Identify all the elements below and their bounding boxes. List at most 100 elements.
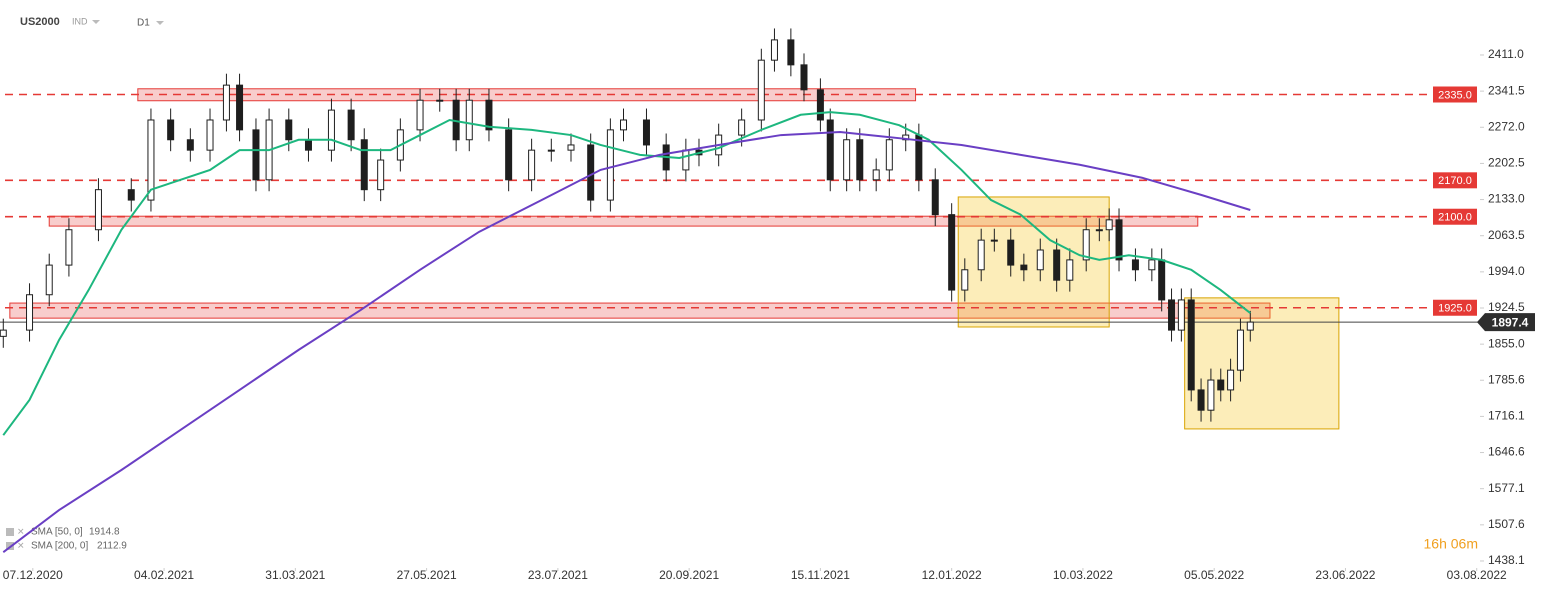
candle-body xyxy=(236,84,244,131)
candle-body xyxy=(416,99,424,131)
y-tick-label: 1994.0 xyxy=(1488,264,1525,278)
dropdown-icon[interactable] xyxy=(92,20,100,24)
level-label-bg xyxy=(1433,172,1477,189)
candle-body xyxy=(843,139,851,181)
candle-body xyxy=(222,84,230,121)
highlight-box xyxy=(957,196,1110,328)
y-tick-label: 1577.1 xyxy=(1488,481,1525,495)
candle-body xyxy=(1007,239,1015,266)
candle-body xyxy=(757,59,765,121)
candle-body xyxy=(1168,299,1176,331)
candle-body xyxy=(872,169,880,181)
candle-body xyxy=(1148,259,1156,271)
candle-body xyxy=(1187,299,1195,391)
y-tick-label: 1785.6 xyxy=(1488,372,1525,386)
interval[interactable]: D1 xyxy=(137,18,150,29)
candle-body xyxy=(547,149,555,152)
candle-body xyxy=(347,109,355,141)
candle-body xyxy=(816,89,824,121)
x-tick-label: 15.11.2021 xyxy=(791,568,850,582)
candle-body xyxy=(167,119,175,141)
candle-body xyxy=(1095,229,1103,232)
y-tick-label: 1716.1 xyxy=(1488,409,1525,423)
x-tick-label: 03.08.2022 xyxy=(1447,568,1507,582)
candle-body xyxy=(65,229,73,266)
candle-body xyxy=(465,99,473,141)
candle-body xyxy=(0,329,7,337)
candle-body xyxy=(1105,219,1113,231)
level-label: 2335.0 xyxy=(1438,89,1472,101)
candle-body xyxy=(587,144,595,201)
candle-body xyxy=(45,264,53,296)
x-tick-label: 20.09.2021 xyxy=(659,568,719,582)
legend-value: 2112.9 xyxy=(97,541,127,552)
candle-body xyxy=(528,149,536,181)
candle-body xyxy=(1131,259,1139,271)
candle-body xyxy=(485,99,493,131)
candle-body xyxy=(285,119,293,141)
countdown: 16h 06m xyxy=(1424,536,1478,552)
candle-body xyxy=(127,189,135,201)
candle-body xyxy=(948,214,956,291)
dropdown-icon[interactable] xyxy=(156,21,164,25)
last-price-label: 1897.4 xyxy=(1492,315,1529,329)
x-tick-label: 07.12.2020 xyxy=(3,568,63,582)
market: IND xyxy=(72,16,88,26)
candle-body xyxy=(606,129,614,201)
candle-body xyxy=(1082,229,1090,261)
candle-body xyxy=(856,139,864,181)
candle-body xyxy=(304,139,312,151)
y-tick-label: 1646.6 xyxy=(1488,445,1525,459)
candle-body xyxy=(770,39,778,61)
candle-body xyxy=(1158,259,1166,301)
y-tick-label: 2411.0 xyxy=(1488,47,1524,61)
x-tick-label: 31.03.2021 xyxy=(265,568,325,582)
candle-body xyxy=(94,189,102,231)
level-label: 1925.0 xyxy=(1438,303,1472,315)
y-tick-label: 2063.5 xyxy=(1488,228,1525,242)
candle-body xyxy=(206,119,214,151)
x-tick-label: 23.07.2021 xyxy=(528,568,588,582)
candle-body xyxy=(1177,299,1185,331)
candle-body xyxy=(1217,379,1225,391)
x-tick-label: 10.03.2022 xyxy=(1053,568,1113,582)
x-tick-label: 04.02.2021 xyxy=(134,568,194,582)
candle-body xyxy=(360,139,368,191)
candle-body xyxy=(990,239,998,242)
candle-body xyxy=(1236,329,1244,371)
legend-icon-x: ✕ xyxy=(17,526,25,536)
level-label: 2170.0 xyxy=(1438,175,1472,187)
sma-line xyxy=(2,130,1251,553)
y-tick-label: 2341.5 xyxy=(1488,83,1525,97)
candle-body xyxy=(826,119,834,181)
candle-body xyxy=(1036,249,1044,271)
symbol[interactable]: US2000 xyxy=(20,16,60,28)
candle-body xyxy=(738,119,746,136)
candle-body xyxy=(931,179,939,216)
level-label-bg xyxy=(1433,208,1477,225)
legend-name: SMA [50, 0] xyxy=(31,527,83,538)
x-tick-label: 12.01.2022 xyxy=(922,568,982,582)
y-tick-label: 2133.0 xyxy=(1488,192,1525,206)
candle-body xyxy=(147,119,155,201)
y-tick-label: 1855.0 xyxy=(1488,336,1525,350)
candle-body xyxy=(377,159,385,191)
level-label-bg xyxy=(1433,299,1477,316)
candle-body xyxy=(620,119,628,131)
legend: ✕ SMA [50, 0] 1914.8 ✕ SMA [200, 0] 2112.9 xyxy=(6,526,127,552)
candle-body xyxy=(1066,259,1074,281)
candle-body xyxy=(915,134,923,181)
candle-body xyxy=(1053,249,1061,281)
last-price-tag xyxy=(1477,313,1535,332)
candle-body xyxy=(1020,264,1028,271)
x-tick-label: 23.06.2022 xyxy=(1315,568,1375,582)
candle-body xyxy=(252,129,260,181)
legend-name: SMA [200, 0] xyxy=(31,541,88,552)
candle-body xyxy=(642,119,650,146)
level-label: 2100.0 xyxy=(1438,212,1472,224)
candle-body xyxy=(327,109,335,151)
resistance-zone xyxy=(9,302,1271,319)
legend-icon-x: ✕ xyxy=(17,540,25,550)
y-tick-label: 2202.5 xyxy=(1488,156,1525,170)
